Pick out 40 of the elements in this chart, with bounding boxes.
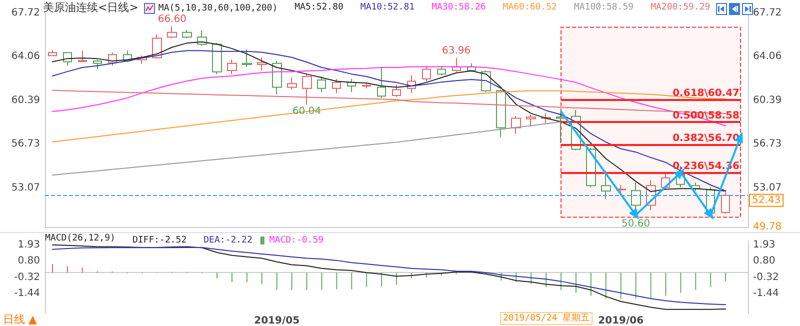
annotation: MACD(26,12,9) — [45, 234, 116, 244]
text: MA10:52.81 — [360, 2, 415, 12]
y2-tick-label: 60.39 — [753, 94, 782, 106]
text: MA30:58.26 — [432, 2, 486, 12]
annotation: 50.60 — [622, 218, 650, 230]
y2-tick-label: -0.32 — [753, 272, 779, 283]
text: MA100:58.59 — [574, 2, 634, 12]
y-tick-label: 0.80 — [18, 256, 40, 267]
y-tick-label: 60.39 — [11, 94, 40, 106]
ref-line-label: 0.618\60.47 — [672, 88, 740, 99]
text: MA60:60.52 — [502, 2, 557, 12]
y2-tick-label: 49.78 — [753, 222, 782, 232]
y2-tick-label: 0.80 — [753, 256, 776, 267]
annotation: 66.60 — [158, 14, 186, 25]
text: 2019/05/24 星期五 — [503, 312, 590, 324]
text: MA5:52.80 — [294, 2, 344, 12]
chart-title: 美原油连续<日线> — [43, 1, 138, 14]
y2-tick-label: -1.44 — [753, 288, 779, 299]
y2-tick-label: 1.93 — [753, 239, 776, 250]
ref-line-label: 52.43 — [752, 194, 781, 206]
y-tick-label: 67.72 — [11, 8, 40, 18]
annotation: 63.96 — [442, 45, 471, 56]
y2-tick-label: 67.72 — [753, 8, 782, 18]
y2-tick-label: 64.06 — [753, 51, 782, 62]
y2-tick-label: 53.07 — [753, 182, 782, 194]
text: 日线 ▲ — [3, 313, 38, 326]
series-label: DIFF:-2.52 — [132, 236, 187, 246]
x-tick-label: 2019/05 — [254, 316, 300, 326]
y2-tick-label: 56.73 — [753, 138, 782, 150]
text: MA200:59.29 — [650, 2, 710, 12]
y-tick-label: -1.44 — [14, 288, 40, 299]
series-label: DEA:-2.22 — [204, 236, 252, 246]
annotation: MA(5,10,30,60,100,200) — [158, 4, 278, 14]
y-tick-label: 64.06 — [11, 51, 40, 62]
y-tick-label: 1.93 — [18, 239, 40, 250]
legend-label: MACD:-0.59 — [269, 236, 324, 246]
y-tick-label: 56.73 — [11, 138, 40, 150]
y-tick-label: 53.07 — [11, 182, 40, 194]
y-tick-label: -0.32 — [14, 272, 40, 283]
x-tick-label: 2019/06 — [598, 316, 644, 326]
